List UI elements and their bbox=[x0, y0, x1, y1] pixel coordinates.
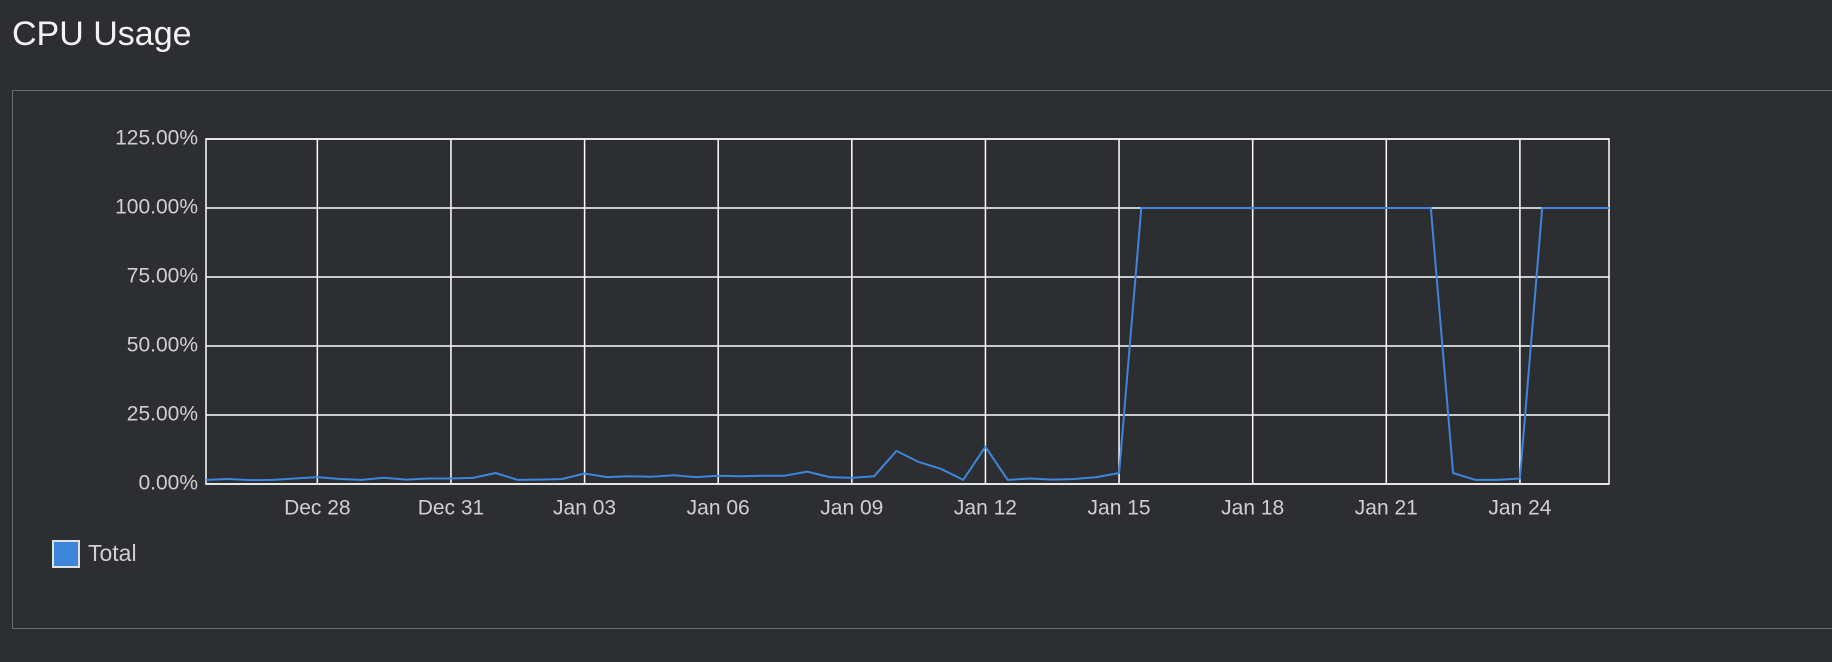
panel-border bbox=[12, 90, 1832, 629]
y-tick-label: 0.00% bbox=[138, 472, 198, 495]
x-tick-label: Jan 15 bbox=[1088, 497, 1151, 520]
legend-swatch bbox=[52, 540, 80, 568]
x-tick-label: Jan 09 bbox=[820, 497, 883, 520]
x-tick-label: Dec 31 bbox=[418, 497, 485, 520]
y-tick-label: 75.00% bbox=[127, 265, 198, 288]
data-line bbox=[205, 207, 1609, 482]
chart-title: CPU Usage bbox=[12, 15, 192, 53]
y-tick-label: 50.00% bbox=[127, 334, 198, 357]
x-tick-label: Jan 12 bbox=[954, 497, 1017, 520]
y-tick-label: 125.00% bbox=[115, 127, 198, 150]
x-tick-label: Dec 28 bbox=[284, 497, 351, 520]
plot-frame bbox=[205, 138, 1610, 485]
y-tick-label: 25.00% bbox=[127, 403, 198, 426]
legend-label: Total bbox=[88, 540, 137, 566]
y-tick-label: 100.00% bbox=[115, 196, 198, 219]
x-tick-label: Jan 18 bbox=[1221, 497, 1284, 520]
x-tick-label: Jan 21 bbox=[1355, 497, 1418, 520]
x-tick-label: Jan 03 bbox=[553, 497, 616, 520]
x-tick-label: Jan 24 bbox=[1488, 497, 1551, 520]
x-tick-label: Jan 06 bbox=[687, 497, 750, 520]
